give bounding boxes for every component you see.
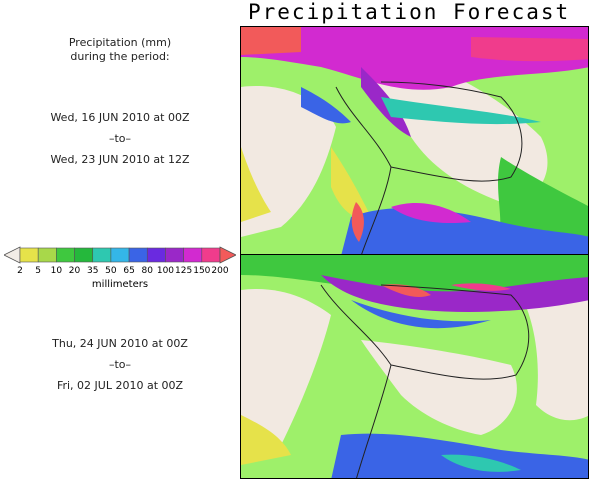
legend-swatch [110, 247, 130, 263]
legend-swatch [37, 247, 57, 263]
legend-tick-label: 150 [193, 266, 211, 276]
legend-tick-label: 20 [68, 266, 81, 276]
legend-tick-label: 50 [105, 266, 117, 276]
legend-swatch [74, 247, 94, 263]
period2-separator: –to– [108, 358, 132, 371]
legend-swatch [56, 247, 75, 263]
legend-tick-label: 200 [211, 266, 229, 276]
legend-tick-label: 100 [156, 266, 175, 276]
legend-tick-label: 80 [141, 266, 153, 276]
period2-end: Fri, 02 JUL 2010 at 00Z [56, 379, 184, 392]
period2-start: Thu, 24 JUN 2010 at 00Z [52, 337, 188, 350]
legend-low-arrow [4, 246, 21, 264]
page-title: Precipitation Forecast [248, 0, 571, 24]
description-line2: during the period: [70, 50, 170, 63]
legend-swatch [165, 247, 184, 263]
legend-swatch [128, 247, 148, 263]
period2-block: Thu, 24 JUN 2010 at 00Z –to– Fri, 02 JUL… [0, 333, 240, 396]
map-week2-canvas [241, 255, 588, 478]
legend-tick-label: 2 [17, 266, 23, 276]
legend-swatch [183, 247, 203, 263]
description: Precipitation (mm) during the period: [0, 36, 240, 64]
legend-swatch [92, 247, 112, 263]
period1-separator: –to– [108, 132, 132, 145]
description-line1: Precipitation (mm) [68, 36, 172, 49]
legend-high-arrow [219, 246, 236, 264]
legend-tick-label: 65 [123, 266, 135, 276]
legend-tick-label: 125 [175, 266, 193, 276]
map-week1-canvas [241, 27, 588, 254]
legend-units: millimeters [91, 279, 149, 290]
map-week2 [240, 254, 589, 479]
period1-start: Wed, 16 JUN 2010 at 00Z [50, 111, 190, 124]
legend-swatch [201, 247, 221, 263]
color-legend [4, 245, 236, 265]
legend-swatch [146, 247, 166, 263]
period1-block: Wed, 16 JUN 2010 at 00Z –to– Wed, 23 JUN… [0, 107, 240, 170]
legend-tick-label: 5 [35, 266, 42, 276]
legend-tick-label: 35 [86, 266, 99, 276]
legend-tick-label: 10 [50, 266, 63, 276]
map-week1 [240, 26, 589, 255]
legend-swatch [19, 247, 39, 263]
period1-end: Wed, 23 JUN 2010 at 12Z [50, 153, 190, 166]
